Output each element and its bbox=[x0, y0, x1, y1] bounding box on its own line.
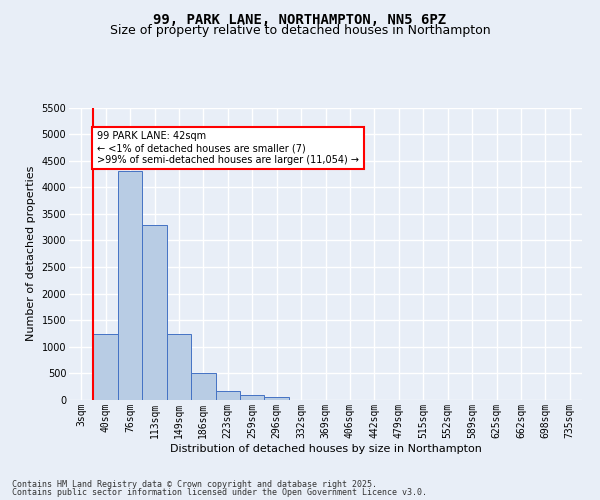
Text: Contains public sector information licensed under the Open Government Licence v3: Contains public sector information licen… bbox=[12, 488, 427, 497]
Bar bbox=[240, 395, 265, 400]
Bar bbox=[191, 374, 215, 400]
Text: Size of property relative to detached houses in Northampton: Size of property relative to detached ho… bbox=[110, 24, 490, 37]
Y-axis label: Number of detached properties: Number of detached properties bbox=[26, 166, 36, 342]
Bar bbox=[118, 172, 142, 400]
Text: 99, PARK LANE, NORTHAMPTON, NN5 6PZ: 99, PARK LANE, NORTHAMPTON, NN5 6PZ bbox=[154, 12, 446, 26]
Bar bbox=[142, 224, 167, 400]
Text: 99 PARK LANE: 42sqm
← <1% of detached houses are smaller (7)
>99% of semi-detach: 99 PARK LANE: 42sqm ← <1% of detached ho… bbox=[97, 132, 359, 164]
Bar bbox=[167, 334, 191, 400]
Bar bbox=[215, 390, 240, 400]
X-axis label: Distribution of detached houses by size in Northampton: Distribution of detached houses by size … bbox=[170, 444, 481, 454]
Bar bbox=[265, 397, 289, 400]
Bar bbox=[94, 334, 118, 400]
Text: Contains HM Land Registry data © Crown copyright and database right 2025.: Contains HM Land Registry data © Crown c… bbox=[12, 480, 377, 489]
